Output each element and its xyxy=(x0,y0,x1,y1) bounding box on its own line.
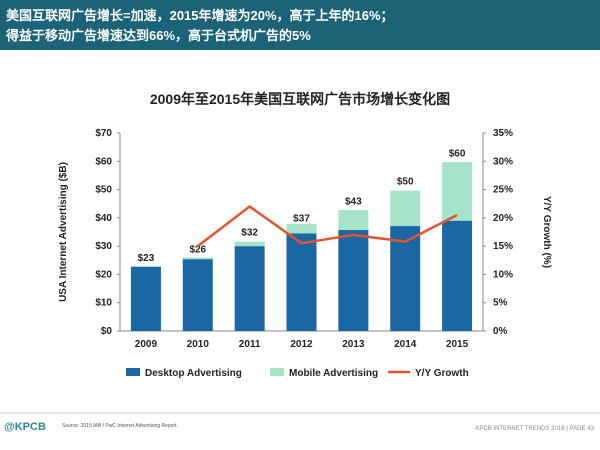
y2-tick-label: 10% xyxy=(493,269,513,280)
bar-segment xyxy=(390,226,421,331)
bar-segment xyxy=(286,233,317,331)
y2-tick-label: 5% xyxy=(493,298,508,309)
bar-segment xyxy=(286,223,317,234)
y-tick-label: $40 xyxy=(95,213,112,224)
bar-segment xyxy=(442,162,473,221)
total-label: $23 xyxy=(138,253,155,264)
x-tick-label: 2009 xyxy=(135,339,158,350)
y-tick-label: $50 xyxy=(95,185,112,196)
total-label: $43 xyxy=(345,196,362,207)
bar-segment xyxy=(182,259,213,331)
total-label: $32 xyxy=(241,227,258,238)
bar-segment xyxy=(442,220,473,331)
y-tick-label: $70 xyxy=(95,128,112,139)
total-label: $26 xyxy=(189,244,206,255)
y-tick-label: $20 xyxy=(95,269,112,280)
bar-segment xyxy=(338,230,369,331)
total-label: $60 xyxy=(449,148,466,159)
chart-title: 2009年至2015年美国互联网广告市场增长变化图 xyxy=(150,91,450,107)
x-tick-label: 2012 xyxy=(290,339,313,350)
header-bar xyxy=(0,0,600,50)
bar-segment xyxy=(130,265,161,267)
y-axis-label: USA Internet Advertising ($B) xyxy=(58,162,69,302)
x-tick-label: 2013 xyxy=(342,339,365,350)
y2-tick-label: 15% xyxy=(493,241,513,252)
legend-label: Y/Y Growth xyxy=(415,368,469,379)
bar-segment xyxy=(182,257,213,260)
x-tick-label: 2014 xyxy=(394,339,417,350)
y2-tick-label: 0% xyxy=(493,326,508,337)
header-line: 美国互联网广告增长=加速，2015年增速为20%，高于上年的16%； xyxy=(6,8,394,24)
bar-segment xyxy=(390,190,421,227)
footer-source: Source: 2015 IAB / PwC Internet Advertis… xyxy=(62,423,178,429)
legend-swatch xyxy=(126,368,140,376)
bar-segment xyxy=(130,266,161,331)
x-tick-label: 2015 xyxy=(446,339,469,350)
x-tick-label: 2010 xyxy=(187,339,210,350)
y-tick-label: $60 xyxy=(95,156,112,167)
y-tick-label: $10 xyxy=(95,298,112,309)
y2-tick-label: 30% xyxy=(493,156,513,167)
total-label: $37 xyxy=(293,213,310,224)
y2-tick-label: 25% xyxy=(493,185,513,196)
legend-label: Mobile Advertising xyxy=(289,368,378,379)
x-tick-label: 2011 xyxy=(239,339,261,350)
header-line: 得益于移动广告增速达到66%，高于台式机广告的5% xyxy=(5,28,311,43)
total-label: $50 xyxy=(397,177,414,188)
y2-tick-label: 35% xyxy=(493,128,513,139)
y-tick-label: $30 xyxy=(95,241,112,252)
y2-tick-label: 20% xyxy=(493,213,513,224)
legend-swatch xyxy=(270,368,284,376)
bar-segment xyxy=(338,209,369,231)
bar-segment xyxy=(234,241,265,247)
footer-logo: @KPCB xyxy=(4,421,46,433)
y-tick-label: $0 xyxy=(101,326,113,337)
footer-page: KPCB INTERNET TRENDS 2016 | PAGE 43 xyxy=(475,426,594,432)
y2-axis-label: Y/Y Growth (%) xyxy=(541,196,552,268)
legend-label: Desktop Advertising xyxy=(145,368,242,379)
bar-segment xyxy=(234,246,265,331)
growth-line xyxy=(197,204,458,248)
